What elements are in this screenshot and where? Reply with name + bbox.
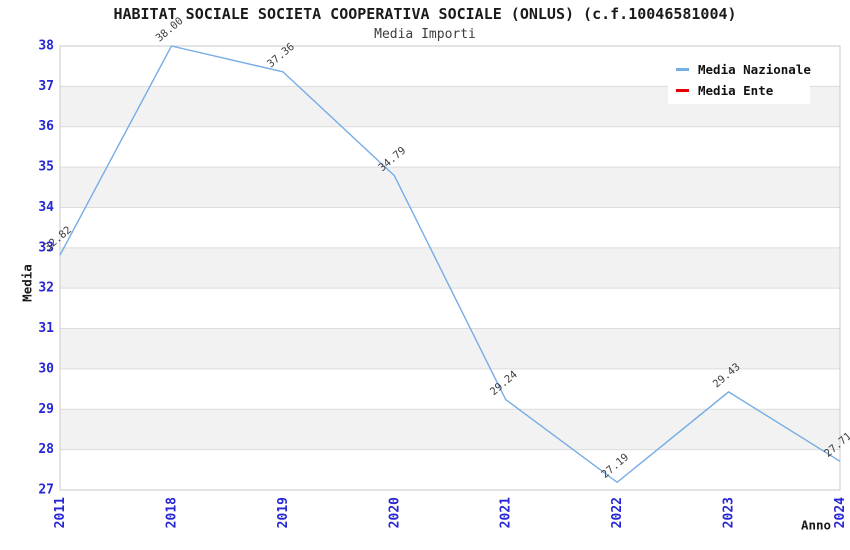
x-tick-label: 2018	[164, 497, 179, 528]
x-axis-title: Anno	[800, 517, 832, 533]
legend-item-media-ente: Media Ente	[676, 83, 810, 98]
plot-band	[60, 167, 840, 208]
legend-label-media-ente: Media Ente	[698, 83, 774, 98]
x-tick-label: 2011	[53, 497, 68, 528]
x-tick-label: 2020	[387, 497, 402, 528]
y-tick-label: 31	[38, 321, 54, 336]
chart-title: HABITAT SOCIALE SOCIETA COOPERATIVA SOCI…	[113, 5, 737, 23]
y-tick-label: 30	[38, 361, 54, 376]
plot-border	[59, 45, 841, 491]
legend-swatch-media-nazionale-icon	[676, 68, 689, 71]
y-axis-title: Media	[19, 264, 35, 302]
y-tick-label: 38	[38, 39, 54, 54]
y-tick-label: 29	[38, 402, 54, 417]
plot-band	[60, 328, 840, 369]
y-tick-label: 36	[38, 119, 54, 134]
y-tick-label: 27	[38, 483, 54, 498]
x-tick-label: 2023	[722, 497, 737, 528]
point-label: 37.36	[265, 41, 297, 71]
y-tick-label: 32	[38, 281, 54, 296]
y-tick-label: 28	[38, 442, 54, 457]
legend-label-media-nazionale: Media Nazionale	[698, 62, 811, 77]
y-tick-label: 35	[38, 160, 54, 175]
x-tick-label: 2024	[833, 497, 848, 528]
plot-band	[60, 409, 840, 450]
x-tick-label: 2021	[499, 497, 514, 528]
y-tick-label: 34	[38, 200, 54, 215]
legend: Media Nazionale Media Ente	[668, 57, 811, 104]
y-tick-label: 37	[38, 79, 54, 94]
legend-item-media-nazionale: Media Nazionale	[676, 62, 811, 77]
chart-subtitle: Media Importi	[374, 27, 476, 42]
plot-band	[60, 247, 840, 289]
legend-swatch-media-ente-icon	[676, 89, 689, 92]
series-line	[59, 45, 841, 484]
point-label: 27.19	[599, 451, 631, 481]
x-tick-label: 2022	[610, 497, 625, 528]
y-tick-label: 33	[38, 240, 54, 255]
x-tick-label: 2019	[276, 497, 291, 528]
